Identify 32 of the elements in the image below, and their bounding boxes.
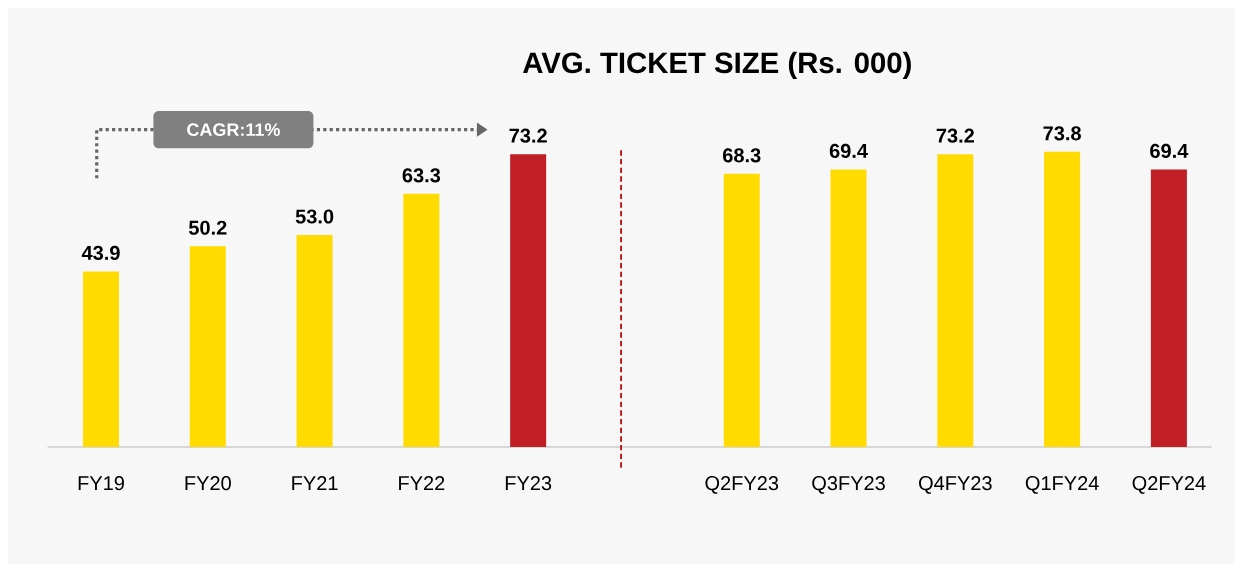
data-label: 73.2 bbox=[936, 128, 974, 143]
bar bbox=[1044, 151, 1081, 447]
bar bbox=[403, 193, 440, 447]
x-tick-label: FY22 bbox=[399, 476, 445, 491]
bar bbox=[937, 154, 974, 447]
chart-title: AVG. TICKET SIZE (Rs. 000) bbox=[523, 51, 911, 79]
bar bbox=[83, 271, 119, 447]
x-tick-label: FY23 bbox=[505, 476, 552, 491]
text: CAGR:11% bbox=[187, 123, 280, 137]
data-label: 73.2 bbox=[509, 128, 547, 143]
data-label: 53.0 bbox=[295, 209, 334, 224]
x-tick-label: Q2FY24 bbox=[1132, 476, 1206, 494]
x-tick-label: FY19 bbox=[78, 476, 124, 491]
x-tick-label: Q3FY23 bbox=[812, 476, 885, 494]
data-label: 50.2 bbox=[188, 220, 227, 235]
x-tick-label: Q4FY23 bbox=[919, 476, 992, 494]
x-tick-label: FY21 bbox=[292, 476, 338, 491]
data-label: 43.9 bbox=[81, 245, 120, 261]
bar bbox=[723, 173, 760, 447]
x-tick-label: Q1FY24 bbox=[1025, 476, 1099, 494]
bar bbox=[830, 169, 867, 447]
bar bbox=[1150, 169, 1187, 447]
data-label: 69.4 bbox=[829, 143, 868, 159]
data-label: 68.3 bbox=[723, 148, 761, 163]
data-label: 69.4 bbox=[1150, 143, 1189, 159]
bar bbox=[510, 154, 547, 447]
data-label: 73.8 bbox=[1043, 126, 1081, 141]
bar bbox=[296, 235, 333, 447]
bar bbox=[189, 246, 226, 447]
data-label: 63.3 bbox=[402, 168, 441, 183]
x-tick-label: Q2FY23 bbox=[705, 476, 779, 494]
x-tick-label: FY20 bbox=[185, 476, 231, 491]
